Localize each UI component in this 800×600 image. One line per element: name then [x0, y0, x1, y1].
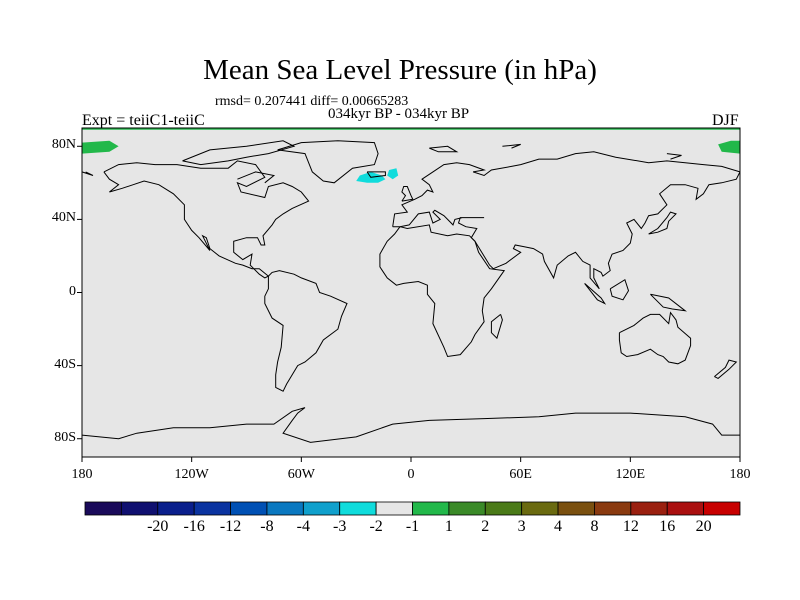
colorbar-label: -4 [296, 518, 310, 535]
coastline-2 [392, 151, 741, 227]
coastline-20 [502, 143, 521, 149]
colorbar-label: -2 [369, 518, 383, 535]
colorbar-swatch [484, 501, 523, 516]
lon-tick-label: 120E [615, 467, 646, 482]
coastline-14 [650, 293, 687, 312]
coastline-1 [264, 270, 348, 392]
colorbar-swatch [666, 501, 705, 516]
time-period-label: 034kyr BP - 034kyr BP [328, 106, 470, 122]
map-panel [81, 127, 741, 458]
plot-title: Mean Sea Level Pressure (in hPa) [203, 54, 597, 86]
colorbar-label: -8 [260, 518, 274, 535]
lat-tick-label: 40S [54, 356, 76, 372]
coastlines [81, 140, 741, 443]
coastline-10 [366, 171, 386, 178]
coastline-21 [429, 145, 459, 153]
colorbar-label: 16 [659, 518, 676, 535]
colorbar-swatch [521, 501, 559, 516]
lat-tick-label: 40N [51, 210, 76, 226]
coastline-7 [618, 311, 692, 365]
colorbar-label: -20 [147, 518, 169, 535]
anomaly-fills [82, 128, 740, 183]
anomaly-region-3 [718, 140, 740, 154]
colorbar-swatch [412, 501, 450, 516]
coastline-6 [490, 314, 503, 340]
colorbar-swatch [266, 501, 304, 516]
colorbar-swatch [84, 501, 122, 516]
anomaly-region-1 [387, 168, 399, 180]
lon-tick-label: 180 [729, 467, 751, 482]
coastline-5 [379, 224, 506, 358]
colorbar-swatch [448, 501, 486, 516]
lat-tick-label: 80S [54, 429, 76, 445]
coastline-9 [277, 140, 379, 184]
colorbar-swatch [120, 501, 159, 516]
colorbar-label: 2 [481, 518, 490, 535]
lon-tick-label: 60E [509, 467, 532, 482]
colorbar-label: 1 [444, 518, 453, 535]
colorbar-label: -1 [405, 518, 420, 535]
lat-tick-label: 0 [69, 283, 76, 299]
colorbar-label: -16 [183, 518, 205, 535]
colorbar-swatch [339, 501, 377, 516]
map-background [82, 128, 740, 457]
colorbar [84, 501, 741, 516]
colorbar-swatch [193, 501, 231, 516]
coastline-3 [81, 171, 94, 176]
colorbar-label: -12 [219, 518, 242, 535]
experiment-label: Expt = teiiC1-teiiC [82, 112, 205, 129]
colorbar-swatch [703, 501, 741, 516]
colorbar-label: 12 [622, 518, 639, 535]
coastline-11 [648, 211, 677, 235]
coastline-19 [666, 153, 682, 160]
coastline-16 [81, 407, 740, 443]
colorbar-swatch [375, 501, 413, 516]
colorbar-swatch [302, 501, 341, 516]
colorbar-label: 20 [695, 518, 712, 535]
rmsd-diff-stats: rmsd= 0.207441 diff= 0.00665283 [215, 94, 409, 109]
season-label: DJF [712, 112, 739, 129]
colorbar-swatch [557, 501, 595, 516]
colorbar-label: 4 [554, 518, 563, 535]
lon-tick-label: 180 [71, 467, 93, 482]
colorbar-swatch [630, 501, 668, 516]
lon-tick-label: 60W [287, 467, 315, 482]
colorbar-swatch [594, 501, 632, 516]
coastline-18 [237, 171, 276, 184]
lat-tick-label: 80N [51, 137, 76, 153]
colorbar-label: -3 [333, 518, 347, 535]
coastline-8 [401, 186, 414, 202]
coastline-12 [584, 283, 607, 305]
colorbar-swatch [230, 501, 268, 516]
coastline-13 [609, 278, 630, 301]
lon-tick-label: 120W [174, 467, 209, 482]
colorbar-label: 3 [517, 518, 526, 535]
colorbar-swatch [157, 501, 195, 516]
anomaly-region-2 [82, 140, 119, 154]
coastline-0 [103, 160, 310, 279]
colorbar-label: 8 [590, 518, 599, 535]
coastline-4 [392, 171, 741, 290]
axis-ticks [77, 145, 741, 462]
coastline-17 [182, 140, 296, 166]
lon-tick-label: 0 [407, 467, 415, 482]
coastline-15 [714, 359, 738, 379]
